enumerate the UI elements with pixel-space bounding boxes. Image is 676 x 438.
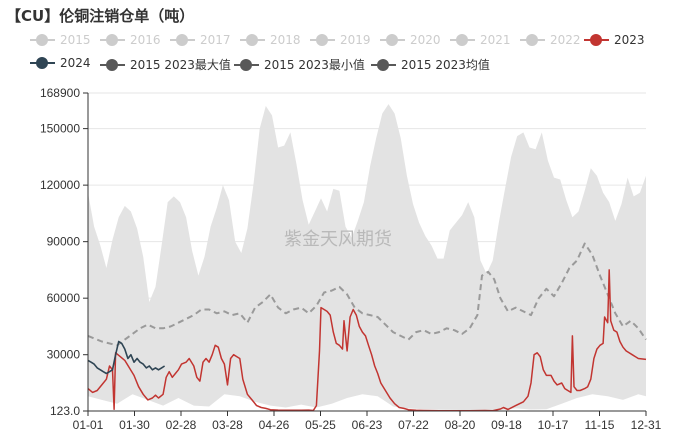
legend-label: 2021 xyxy=(480,33,511,47)
legend-label: 2015 2023均值 xyxy=(401,58,490,72)
x-tick-label: 08-20 xyxy=(445,418,476,432)
y-tick-label: 120000 xyxy=(40,178,80,192)
series-2023-line xyxy=(87,269,647,412)
x-tick-label: 09-18 xyxy=(491,418,522,432)
legend-item-10[interactable]: 2015 2023最大值 xyxy=(100,56,231,73)
legend-label: 2016 xyxy=(130,33,161,47)
legend-label: 2020 xyxy=(410,33,441,47)
y-tick-label: 150000 xyxy=(40,122,80,136)
legend-item-9[interactable]: 2024 xyxy=(30,56,91,70)
legend-item-7[interactable]: 2022 xyxy=(520,33,581,47)
legend-label: 2015 2023最小值 xyxy=(264,58,365,72)
legend-label: 2024 xyxy=(60,56,91,70)
legend-item-0[interactable]: 2015 xyxy=(30,33,91,47)
legend-item-1[interactable]: 2016 xyxy=(100,33,161,47)
y-tick-label: 168900 xyxy=(40,86,80,100)
chart-title: 【CU】伦铜注销仓单（吨） xyxy=(6,7,195,25)
legend-symbol-icon xyxy=(584,33,609,47)
y-tick-label: 123.0 xyxy=(50,404,80,418)
legend-item-2[interactable]: 2017 xyxy=(170,33,231,47)
legend-symbol-icon xyxy=(30,33,55,47)
y-tick-label: 60000 xyxy=(47,291,81,305)
legend-symbol-icon xyxy=(240,33,265,47)
x-tick-label: 03-28 xyxy=(212,418,243,432)
legend-symbol-icon xyxy=(100,58,125,72)
legend-label: 2022 xyxy=(550,33,581,47)
legend-symbol-icon xyxy=(380,33,405,47)
legend-symbol-icon xyxy=(100,33,125,47)
x-tick-label: 05-25 xyxy=(305,418,336,432)
legend-item-3[interactable]: 2018 xyxy=(240,33,301,47)
legend-label: 2018 xyxy=(270,33,301,47)
series-min-area xyxy=(88,394,646,411)
legend-symbol-icon xyxy=(371,58,396,72)
legend-item-8[interactable]: 2023 xyxy=(584,33,645,47)
y-tick-label: 90000 xyxy=(47,235,81,249)
x-tick-label: 01-30 xyxy=(119,418,150,432)
legend-symbol-icon xyxy=(170,33,195,47)
y-tick-label: 30000 xyxy=(47,348,81,362)
legend-label: 2017 xyxy=(200,33,231,47)
series-2024-line xyxy=(87,340,166,375)
watermark: 紫金天风期货 xyxy=(284,229,392,250)
legend-item-4[interactable]: 2019 xyxy=(310,33,371,47)
legend-label: 2023 xyxy=(614,33,645,47)
legend-symbol-icon xyxy=(520,33,545,47)
x-tick-label: 12-31 xyxy=(631,418,662,432)
x-tick-label: 11-15 xyxy=(585,418,615,432)
x-tick-label: 10-17 xyxy=(538,418,569,432)
x-tick-label: 06-23 xyxy=(352,418,383,432)
legend-symbol-icon xyxy=(234,58,259,72)
legend-label: 2019 xyxy=(340,33,371,47)
x-tick-label: 04-26 xyxy=(259,418,290,432)
series-mean-line xyxy=(87,242,647,347)
legend-symbol-icon xyxy=(310,33,335,47)
x-tick-label: 02-28 xyxy=(166,418,197,432)
series-max-area xyxy=(88,104,646,411)
legend-item-5[interactable]: 2020 xyxy=(380,33,441,47)
legend-label: 2015 2023最大值 xyxy=(130,58,231,72)
x-tick-label: 01-01 xyxy=(73,418,104,432)
legend-label: 2015 xyxy=(60,33,91,47)
legend-symbol-icon xyxy=(30,56,55,70)
legend-item-11[interactable]: 2015 2023最小值 xyxy=(234,56,365,73)
legend-item-6[interactable]: 2021 xyxy=(450,33,511,47)
chart-legend: 2015 2016 2017 2018 2019 2020 2021 2022 2023 2024… xyxy=(0,30,676,80)
legend-item-12[interactable]: 2015 2023均值 xyxy=(371,56,490,73)
legend-symbol-icon xyxy=(450,33,475,47)
x-tick-label: 07-22 xyxy=(398,418,429,432)
